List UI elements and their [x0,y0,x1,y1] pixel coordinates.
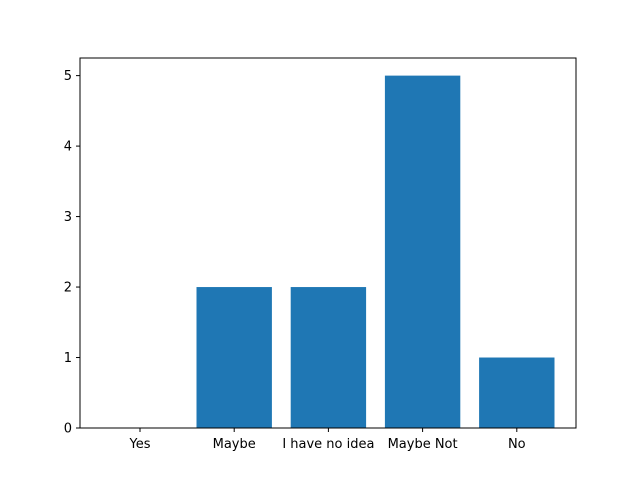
bar-1 [196,287,272,428]
bar-3 [384,75,461,429]
x-tick-label: Maybe [213,437,256,452]
y-tick-label: 3 [64,210,72,225]
x-tick-label: Yes [129,437,151,452]
bars-layer [196,75,555,429]
y-tick-label: 0 [64,422,72,437]
bar-2 [290,287,367,428]
x-tick-label: No [508,437,526,452]
y-tick-label: 1 [64,351,72,366]
plot-frame [79,57,577,429]
y-axis: 0 1 2 3 4 5 [64,69,80,437]
x-tick-label: Maybe Not [388,437,458,452]
x-axis: Yes Maybe I have no idea Maybe Not No [129,428,526,452]
x-tick-label: I have no idea [282,437,374,452]
bar-4 [479,357,555,428]
y-tick-label: 5 [64,69,72,84]
y-tick-label: 4 [64,140,72,155]
y-tick-label: 2 [64,281,72,296]
